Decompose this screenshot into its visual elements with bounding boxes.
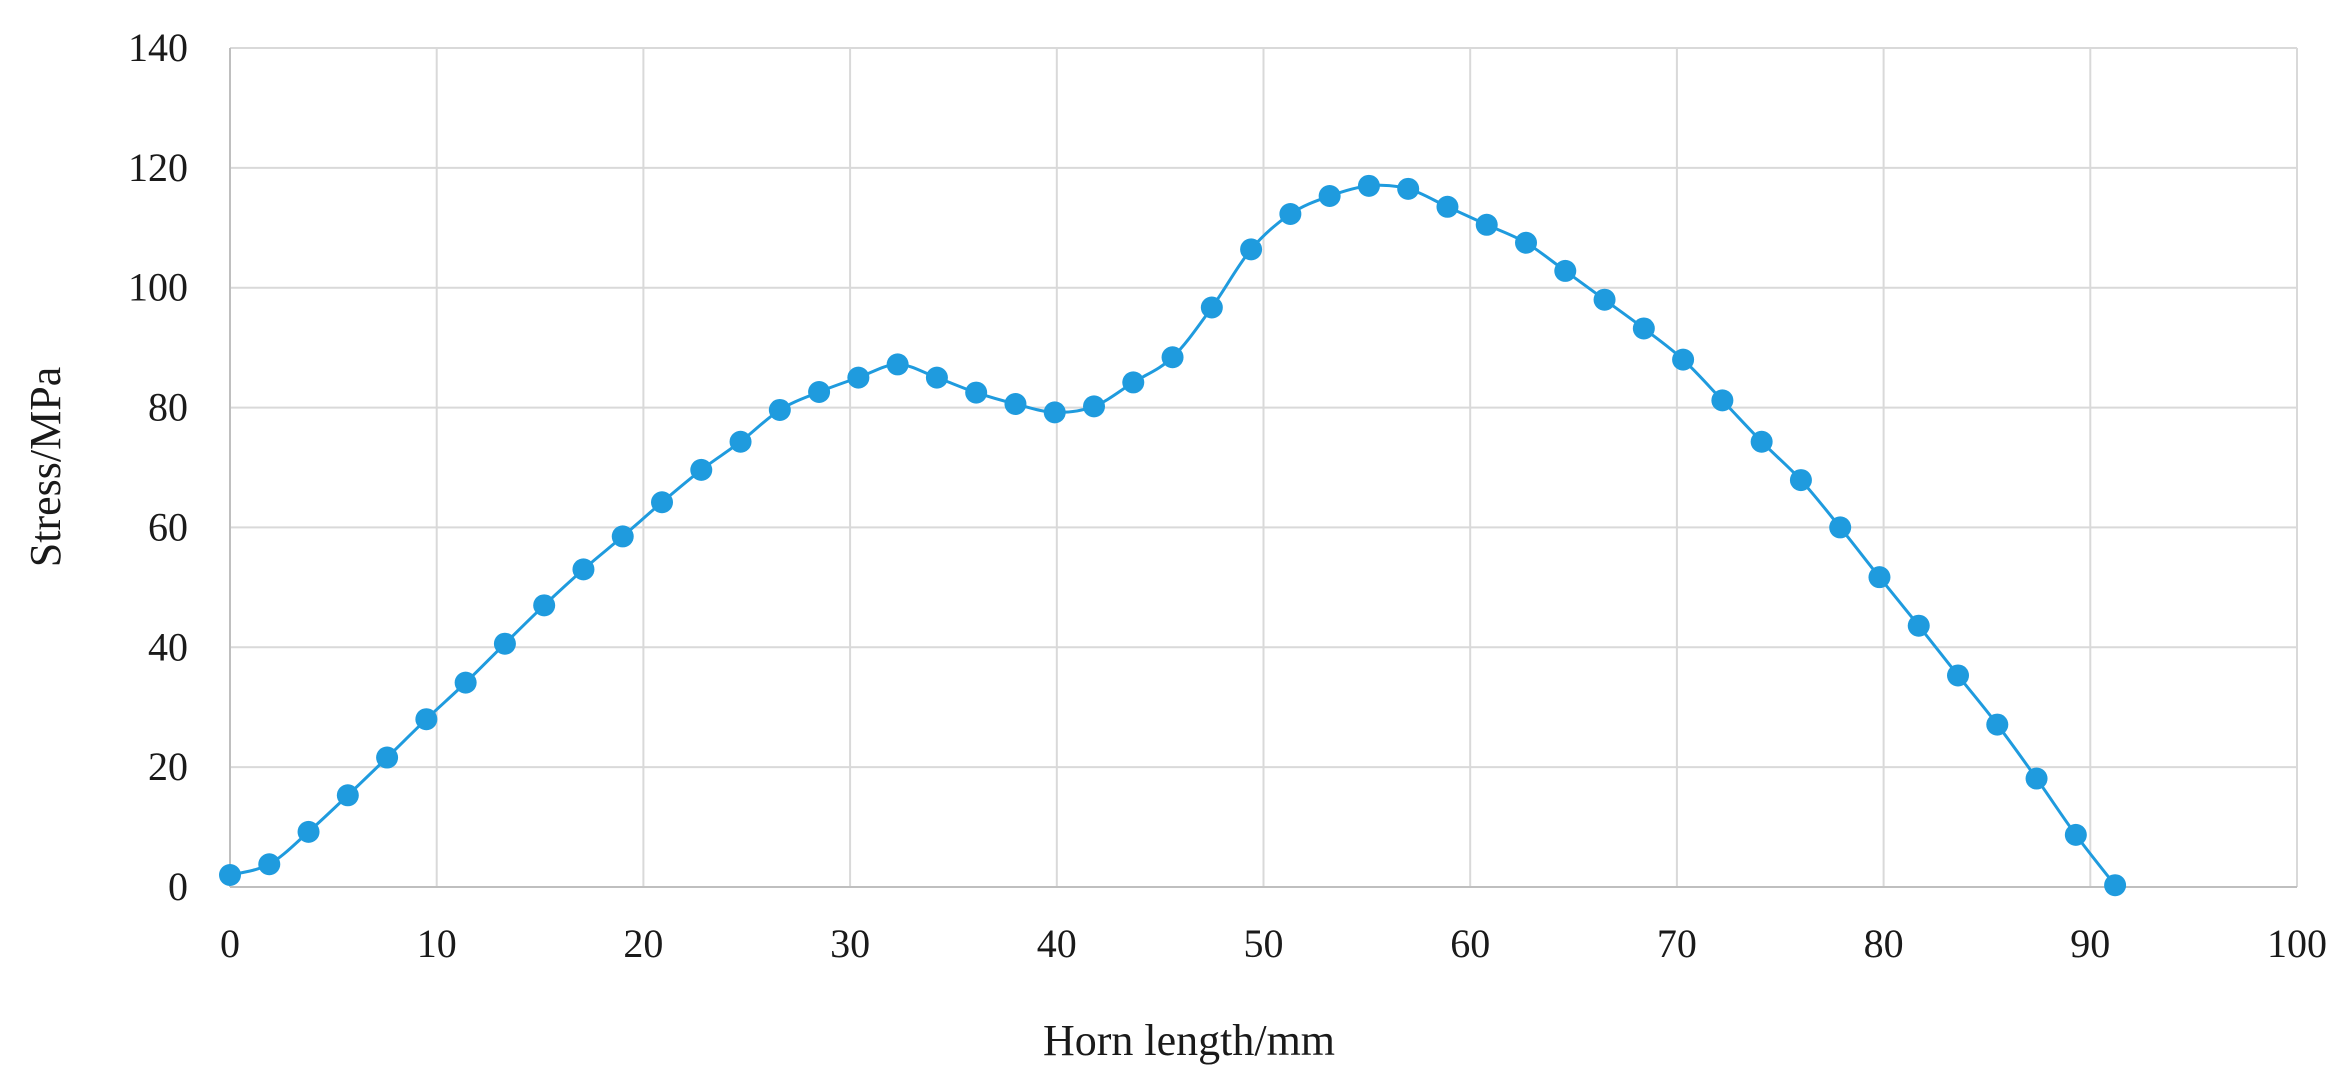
- data-point: [415, 708, 438, 731]
- x-tick-label: 40: [1037, 921, 1077, 966]
- data-point: [651, 491, 674, 514]
- data-point: [572, 558, 595, 581]
- data-point: [297, 820, 320, 843]
- axes: [229, 48, 2297, 888]
- data-point: [1279, 203, 1302, 226]
- x-tick-label: 20: [623, 921, 663, 966]
- grid: [230, 47, 2298, 887]
- x-axis-title: Horn length/mm: [1043, 1016, 1335, 1065]
- data-point: [1318, 185, 1341, 208]
- data-point: [925, 366, 948, 389]
- data-point: [1240, 238, 1263, 261]
- data-point: [1829, 516, 1852, 539]
- data-point: [1357, 174, 1380, 197]
- data-point: [2104, 874, 2127, 897]
- y-tick-label: 140: [128, 25, 188, 70]
- data-point: [1515, 231, 1538, 254]
- y-tick-label: 80: [148, 385, 188, 430]
- y-axis-title: Stress/MPa: [21, 367, 70, 567]
- data-point: [2064, 823, 2087, 846]
- data-point: [533, 594, 556, 617]
- tick-labels: 0 20 40 60 80 100 120 140 0 10 20 30 40 50 60 70 80 90 100: [128, 25, 2327, 966]
- data-point: [847, 366, 870, 389]
- y-tick-label: 100: [128, 265, 188, 310]
- data-point: [2025, 767, 2048, 790]
- data-point: [1672, 348, 1695, 371]
- x-tick-label: 80: [1864, 921, 1904, 966]
- x-tick-label: 100: [2267, 921, 2327, 966]
- data-point: [1750, 430, 1773, 453]
- y-tick-label: 0: [168, 864, 188, 909]
- data-point: [1436, 195, 1459, 218]
- data-point: [336, 784, 359, 807]
- data-point: [1868, 566, 1891, 589]
- series-layer: [219, 174, 2127, 897]
- data-point: [808, 380, 831, 403]
- data-point: [1122, 371, 1145, 394]
- data-point: [1632, 317, 1655, 340]
- y-tick-label: 60: [148, 504, 188, 549]
- x-tick-label: 50: [1244, 921, 1284, 966]
- data-point: [1986, 713, 2009, 736]
- data-point: [1004, 392, 1027, 415]
- data-point: [1593, 288, 1616, 311]
- data-point: [729, 430, 752, 453]
- data-point: [1947, 664, 1970, 687]
- data-point: [1200, 296, 1223, 319]
- x-tick-label: 90: [2070, 921, 2110, 966]
- x-tick-label: 30: [830, 921, 870, 966]
- data-point: [1789, 469, 1812, 492]
- data-point: [768, 398, 791, 421]
- data-point: [965, 381, 988, 404]
- data-point: [258, 853, 281, 876]
- x-tick-label: 70: [1657, 921, 1697, 966]
- data-point: [1083, 395, 1106, 418]
- data-point: [1475, 213, 1498, 236]
- data-point: [1043, 401, 1066, 424]
- data-point: [611, 525, 634, 548]
- x-tick-label: 60: [1450, 921, 1490, 966]
- data-point: [1554, 259, 1577, 282]
- series-line: [229, 183, 2117, 887]
- data-point: [1161, 346, 1184, 369]
- y-tick-label: 20: [148, 744, 188, 789]
- data-point: [219, 864, 241, 887]
- data-point: [1397, 177, 1420, 200]
- x-tick-label: 0: [220, 921, 240, 966]
- y-tick-label: 40: [148, 624, 188, 669]
- data-point: [493, 632, 516, 655]
- data-point: [454, 671, 477, 694]
- y-tick-label: 120: [128, 145, 188, 190]
- data-point: [1711, 389, 1734, 412]
- data-point: [1907, 614, 1930, 637]
- data-point: [886, 353, 909, 376]
- x-tick-label: 10: [417, 921, 457, 966]
- data-point: [690, 458, 713, 481]
- data-point: [376, 746, 399, 769]
